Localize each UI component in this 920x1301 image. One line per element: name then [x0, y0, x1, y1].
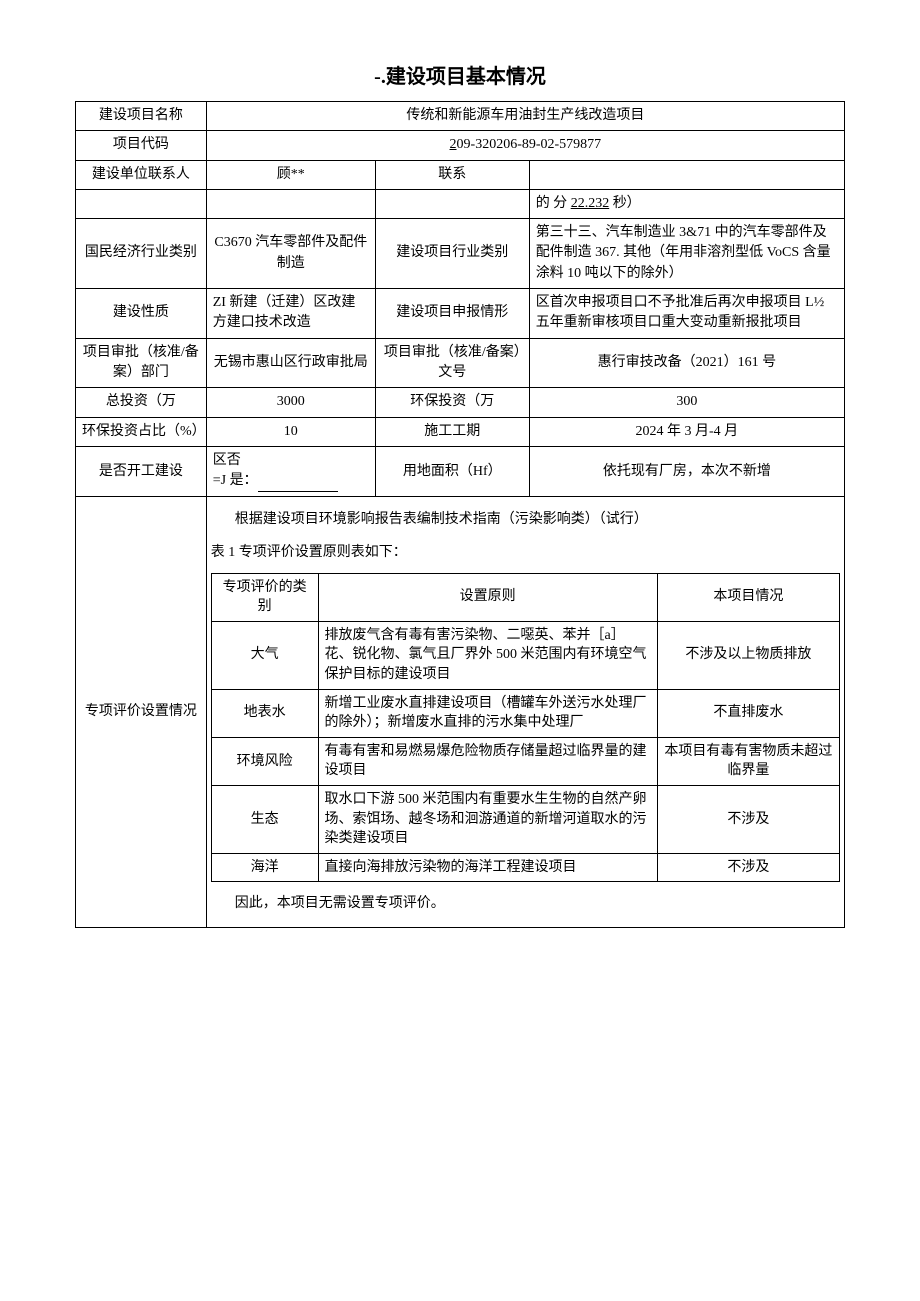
- inner-c3: 本项目有毒有害物质未超过临界量: [657, 737, 839, 785]
- inner-table: 专项评价的类别 设置原则 本项目情况 大气 排放废气含有毒有害污染物、二噁英、苯…: [211, 573, 840, 883]
- inner-c3: 不直排废水: [657, 689, 839, 737]
- value-industry-1: C3670 汽车零部件及配件制造: [206, 219, 375, 289]
- value-started-1: 区否 =J 是：: [206, 446, 375, 497]
- inner-h2: 设置原则: [318, 573, 657, 621]
- row-approval: 项目审批（核准/备案）部门 无锡市惠山区行政审批局 项目审批（核准/备案）文号 …: [76, 338, 845, 388]
- inner-c1: 环境风险: [211, 737, 318, 785]
- value-investment-2: 300: [529, 388, 844, 417]
- main-table: 建设项目名称 传统和新能源车用油封生产线改造项目 项目代码 209-320206…: [75, 101, 845, 928]
- label-approval-2: 项目审批（核准/备案）文号: [375, 338, 529, 388]
- label-investment-2: 环保投资（万: [375, 388, 529, 417]
- label-env-ratio-2: 施工工期: [375, 417, 529, 446]
- label-env-ratio: 环保投资占比（%）: [76, 417, 207, 446]
- started-no: 区否: [213, 453, 241, 468]
- inner-row: 海洋 直接向海排放污染物的海洋工程建设项目 不涉及: [211, 853, 839, 882]
- inner-h3: 本项目情况: [657, 573, 839, 621]
- value-contact-person: 顾**: [206, 160, 375, 189]
- label-project-code: 项目代码: [76, 131, 207, 160]
- inner-row: 大气 排放废气含有毒有害污染物、二噁英、苯并［a］花、锐化物、氯气且厂界外 50…: [211, 621, 839, 689]
- row-started: 是否开工建设 区否 =J 是： 用地面积（Hf） 依托现有厂房，本次不新增: [76, 446, 845, 497]
- value-partial-2: [375, 189, 529, 218]
- label-industry: 国民经济行业类别: [76, 219, 207, 289]
- inner-c3: 不涉及: [657, 785, 839, 853]
- inner-c3: 不涉及: [657, 853, 839, 882]
- inner-row: 地表水 新增工业废水直排建设项目（槽罐车外送污水处理厂的除外）；新增废水直排的污…: [211, 689, 839, 737]
- label-contact-2: 联系: [375, 160, 529, 189]
- value-started-2: 依托现有厂房，本次不新增: [529, 446, 844, 497]
- inner-c2: 直接向海排放污染物的海洋工程建设项目: [318, 853, 657, 882]
- label-contact: 建设单位联系人: [76, 160, 207, 189]
- inner-row: 环境风险 有毒有害和易燃易爆危险物质存储量超过临界量的建设项目 本项目有毒有害物…: [211, 737, 839, 785]
- row-nature: 建设性质 ZI 新建（迁建）区改建方建口技术改造 建设项目申报情形 区首次申报项…: [76, 289, 845, 339]
- value-approval-1: 无锡市惠山区行政审批局: [206, 338, 375, 388]
- label-started: 是否开工建设: [76, 446, 207, 497]
- label-investment: 总投资（万: [76, 388, 207, 417]
- inner-c2: 排放废气含有毒有害污染物、二噁英、苯并［a］花、锐化物、氯气且厂界外 500 米…: [318, 621, 657, 689]
- value-partial-3: 的 分 22.232 秒）: [529, 189, 844, 218]
- inner-header-row: 专项评价的类别 设置原则 本项目情况: [211, 573, 839, 621]
- row-industry: 国民经济行业类别 C3670 汽车零部件及配件制造 建设项目行业类别 第三十三、…: [76, 219, 845, 289]
- inner-c1: 海洋: [211, 853, 318, 882]
- value-env-ratio-1: 10: [206, 417, 375, 446]
- value-partial-1: [206, 189, 375, 218]
- value-project-code: 209-320206-89-02-579877: [206, 131, 844, 160]
- value-project-name: 传统和新能源车用油封生产线改造项目: [206, 102, 844, 131]
- intro-line-1: 根据建设项目环境影响报告表编制技术指南（污染影响类）（试行）: [235, 507, 832, 534]
- value-nature-1: ZI 新建（迁建）区改建方建口技术改造: [206, 289, 375, 339]
- value-investment-1: 3000: [206, 388, 375, 417]
- label-industry-2: 建设项目行业类别: [375, 219, 529, 289]
- inner-c1: 大气: [211, 621, 318, 689]
- row-project-code: 项目代码 209-320206-89-02-579877: [76, 131, 845, 160]
- special-eval-intro: 根据建设项目环境影响报告表编制技术指南（污染影响类）（试行） 表 1 专项评价设…: [211, 503, 840, 572]
- inner-h1: 专项评价的类别: [211, 573, 318, 621]
- intro-line-2: 表 1 专项评价设置原则表如下：: [235, 540, 832, 567]
- label-nature-2: 建设项目申报情形: [375, 289, 529, 339]
- row-project-name: 建设项目名称 传统和新能源车用油封生产线改造项目: [76, 102, 845, 131]
- value-approval-2: 惠行审技改备（2021）161 号: [529, 338, 844, 388]
- inner-c2: 取水口下游 500 米范围内有重要水生生物的自然产卵场、索饵场、越冬场和洄游通道…: [318, 785, 657, 853]
- label-project-name: 建设项目名称: [76, 102, 207, 131]
- label-started-2: 用地面积（Hf）: [375, 446, 529, 497]
- page-title: -.建设项目基本情况: [75, 60, 845, 89]
- row-contact: 建设单位联系人 顾** 联系: [76, 160, 845, 189]
- inner-c1: 地表水: [211, 689, 318, 737]
- label-nature: 建设性质: [76, 289, 207, 339]
- row-investment: 总投资（万 3000 环保投资（万 300: [76, 388, 845, 417]
- value-env-ratio-2: 2024 年 3 月-4 月: [529, 417, 844, 446]
- inner-c3: 不涉及以上物质排放: [657, 621, 839, 689]
- inner-c1: 生态: [211, 785, 318, 853]
- row-special-eval: 专项评价设置情况 根据建设项目环境影响报告表编制技术指南（污染影响类）（试行） …: [76, 497, 845, 927]
- value-nature-2: 区首次申报项目口不予批准后再次申报项目 L½五年重新审核项目口重大变动重新报批项…: [529, 289, 844, 339]
- inner-c2: 有毒有害和易燃易爆危险物质存储量超过临界量的建设项目: [318, 737, 657, 785]
- started-yes: =J 是：: [213, 473, 258, 488]
- special-eval-conclusion: 因此，本项目无需设置专项评价。: [211, 882, 840, 922]
- label-special-eval: 专项评价设置情况: [76, 497, 207, 927]
- code-rest: 09-320206-89-02-579877: [457, 137, 602, 152]
- label-partial: [76, 189, 207, 218]
- value-contact-2: [529, 160, 844, 189]
- inner-row: 生态 取水口下游 500 米范围内有重要水生生物的自然产卵场、索饵场、越冬场和洄…: [211, 785, 839, 853]
- code-prefix: 2: [450, 137, 457, 152]
- row-partial: 的 分 22.232 秒）: [76, 189, 845, 218]
- row-env-ratio: 环保投资占比（%） 10 施工工期 2024 年 3 月-4 月: [76, 417, 845, 446]
- special-eval-cell: 根据建设项目环境影响报告表编制技术指南（污染影响类）（试行） 表 1 专项评价设…: [206, 497, 844, 927]
- inner-c2: 新增工业废水直排建设项目（槽罐车外送污水处理厂的除外）；新增废水直排的污水集中处…: [318, 689, 657, 737]
- value-industry-2: 第三十三、汽车制造业 3&71 中的汽车零部件及配件制造 367. 其他（年用非…: [529, 219, 844, 289]
- label-approval: 项目审批（核准/备案）部门: [76, 338, 207, 388]
